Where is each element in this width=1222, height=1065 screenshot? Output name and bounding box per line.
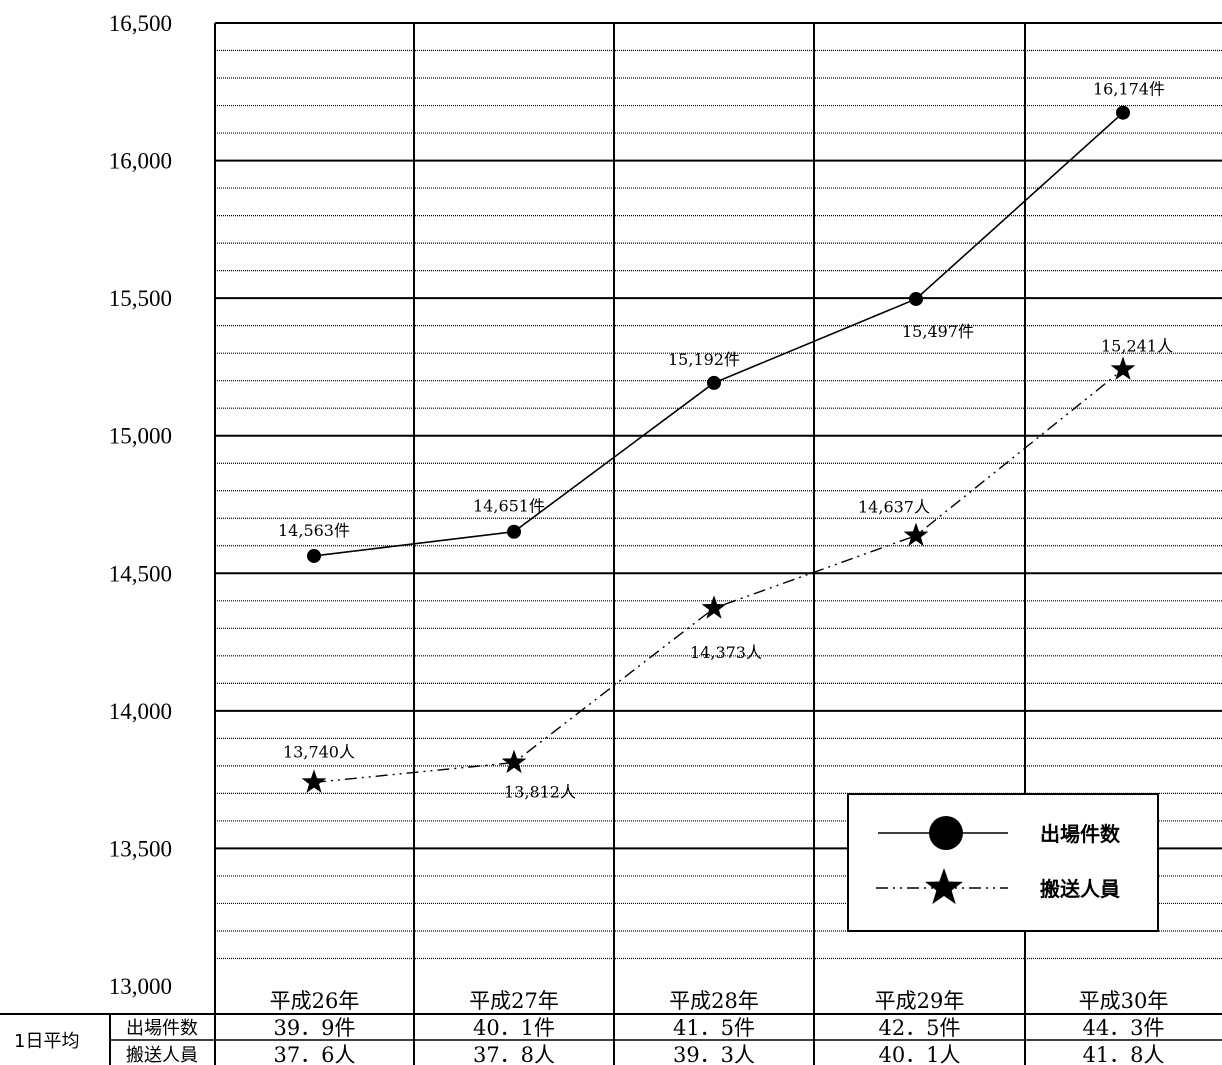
table-cell: 40．1件	[473, 1016, 555, 1040]
legend: 出場件数 搬送人員	[847, 793, 1159, 932]
category-label: 平成30年	[1079, 989, 1169, 1013]
transport-point	[701, 595, 727, 619]
transport-data-label: 13,740人	[283, 742, 355, 761]
table-cell: 39．9件	[273, 1016, 355, 1040]
table-cell: 41．5件	[673, 1016, 755, 1040]
dispatch-point	[307, 548, 321, 563]
y-tick-label: 15,000	[109, 424, 172, 449]
dispatch-point	[507, 524, 521, 539]
table-cell: 44．3件	[1082, 1016, 1164, 1040]
legend-box	[847, 793, 1159, 932]
legend-label-transported: 搬送人員	[1040, 877, 1120, 901]
dispatch-data-label: 14,651件	[473, 497, 545, 516]
y-tick-label: 16,500	[109, 11, 172, 36]
legend-circle-marker-icon	[929, 816, 963, 850]
dispatch-point	[707, 375, 721, 390]
y-tick-label: 16,000	[109, 149, 172, 174]
dispatch-data-label: 15,192件	[668, 350, 740, 369]
y-tick-label: 13,000	[109, 974, 172, 999]
transport-data-label: 14,373人	[690, 643, 762, 662]
category-label: 平成28年	[669, 989, 759, 1013]
major-gridlines	[215, 22, 1222, 850]
y-tick-label: 13,500	[109, 836, 172, 861]
y-tick-label: 14,000	[109, 699, 172, 724]
transport-point	[301, 769, 327, 793]
series-line-transported	[313, 368, 1124, 784]
legend-star-marker-icon	[924, 868, 964, 905]
dispatch-data-label: 14,563件	[278, 521, 350, 540]
transport-point	[501, 749, 527, 774]
table-row-label: 搬送人員	[126, 1045, 198, 1065]
transport-data-label: 15,241人	[1101, 336, 1173, 355]
table-cell: 39．3人	[673, 1043, 755, 1065]
table-cell: 40．1人	[878, 1043, 960, 1065]
data-labels: 14,563件 14,651件 15,192件 15,497件 16,174件 13,74…	[278, 80, 1173, 802]
table-cell: 42．5件	[878, 1016, 960, 1040]
category-labels: 平成26年 平成27年 平成28年 平成29年 平成30年	[270, 989, 1169, 1013]
table-row-label: 出場件数	[126, 1018, 198, 1039]
transport-point	[903, 522, 929, 547]
series-markers	[301, 105, 1136, 793]
table-cell: 37．8人	[473, 1043, 555, 1065]
dispatch-point	[1116, 105, 1130, 120]
table-group-label: 1日平均	[14, 1031, 79, 1052]
dispatch-data-label: 15,497件	[902, 322, 974, 341]
series-line-dispatches	[313, 112, 1124, 557]
y-axis-ticks: 13,000 13,500 14,000 14,500 15,000 15,500 16,0…	[109, 11, 172, 999]
table-cell: 37．6人	[273, 1043, 355, 1065]
dispatch-data-label: 16,174件	[1093, 80, 1165, 99]
category-label: 平成26年	[270, 989, 360, 1013]
category-label: 平成29年	[875, 989, 965, 1013]
series-lines	[313, 112, 1124, 784]
transport-point	[1110, 356, 1136, 380]
legend-label-dispatches: 出場件数	[1040, 822, 1121, 846]
table-cell: 41．8人	[1082, 1043, 1164, 1065]
dispatch-point	[909, 291, 923, 306]
transport-data-label: 14,637人	[858, 498, 930, 517]
y-tick-label: 15,500	[109, 286, 172, 311]
y-tick-label: 14,500	[109, 561, 172, 586]
transport-data-label: 13,812人	[504, 783, 576, 802]
category-label: 平成27年	[469, 989, 559, 1013]
